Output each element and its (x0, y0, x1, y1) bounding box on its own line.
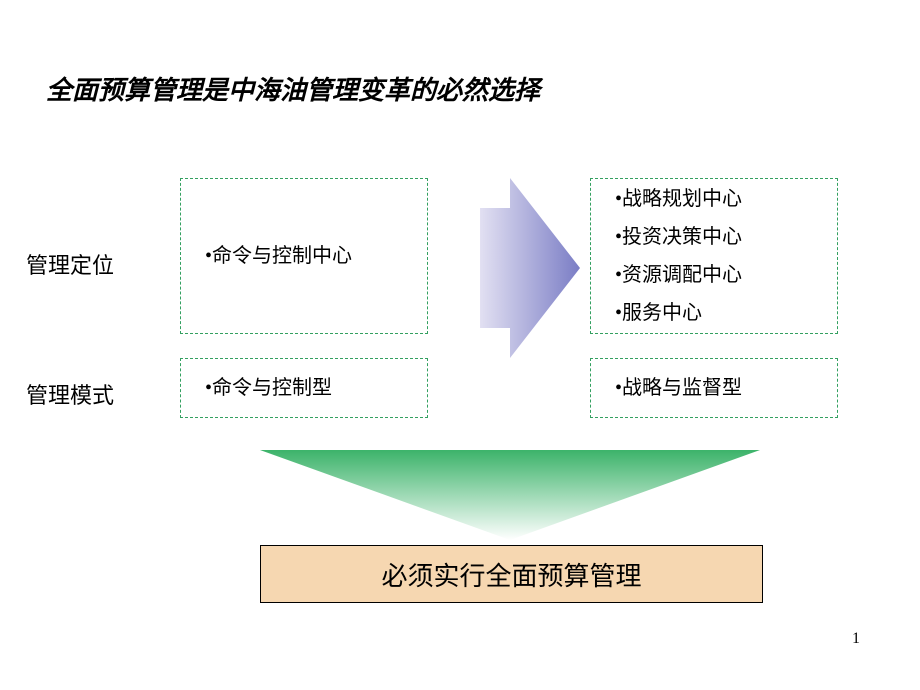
box-left-top: •命令与控制中心 (180, 178, 428, 334)
box-right-top-item-0: •战略规划中心 (615, 180, 837, 218)
row-label-mode: 管理模式 (26, 378, 114, 410)
box-right-bottom-item: •战略与监督型 (615, 369, 837, 407)
slide-title: 全面预算管理是中海油管理变革的必然选择 (46, 70, 540, 107)
box-right-top-item-1: •投资决策中心 (615, 218, 837, 256)
arrow-down-icon (260, 450, 760, 540)
box-right-top-item-3: •服务中心 (615, 294, 837, 332)
box-right-top-item-2: •资源调配中心 (615, 256, 837, 294)
slide-title-text: 全面预算管理是中海油管理变革的必然选择 (46, 76, 540, 105)
box-right-top-item-2-text: 资源调配中心 (622, 264, 742, 286)
box-right-top-item-3-text: 服务中心 (622, 302, 702, 324)
page-number: 1 (852, 630, 860, 648)
box-right-bottom-item-text: 战略与监督型 (622, 377, 742, 399)
row-label-mode-text: 管理模式 (26, 383, 114, 408)
box-left-bottom: •命令与控制型 (180, 358, 428, 418)
row-label-positioning-text: 管理定位 (26, 253, 114, 278)
box-right-bottom: •战略与监督型 (590, 358, 838, 418)
page-number-text: 1 (852, 630, 860, 647)
arrow-right-icon (480, 178, 580, 358)
box-right-top-item-0-text: 战略规划中心 (622, 188, 742, 210)
box-right-top-item-1-text: 投资决策中心 (622, 226, 742, 248)
arrow-right-shape (480, 178, 580, 358)
box-right-top: •战略规划中心 •投资决策中心 •资源调配中心 •服务中心 (590, 178, 838, 334)
row-label-positioning: 管理定位 (26, 248, 114, 280)
arrow-down-shape (260, 450, 760, 540)
box-left-bottom-item-text: 命令与控制型 (212, 377, 332, 399)
arrow-down-svg (260, 450, 760, 540)
box-left-bottom-item: •命令与控制型 (205, 369, 427, 407)
arrow-right-svg (480, 178, 580, 358)
box-left-top-item-text: 命令与控制中心 (212, 245, 352, 267)
conclusion-box: 必须实行全面预算管理 (260, 545, 763, 603)
box-left-top-item: •命令与控制中心 (205, 237, 427, 275)
conclusion-text: 必须实行全面预算管理 (381, 556, 641, 593)
